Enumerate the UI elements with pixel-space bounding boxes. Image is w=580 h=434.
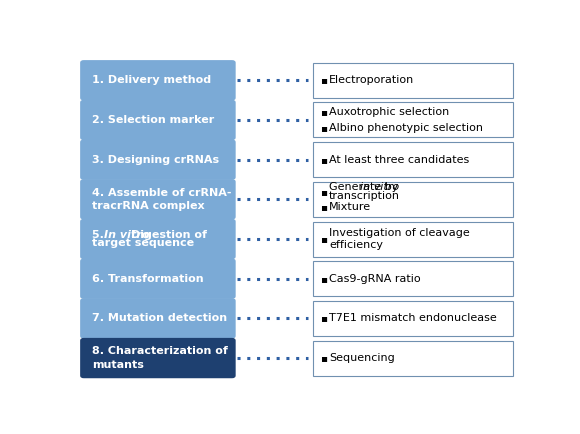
Text: ▪: ▪ <box>320 187 327 197</box>
Text: 5.: 5. <box>92 230 107 240</box>
FancyBboxPatch shape <box>313 102 513 138</box>
Text: ▪: ▪ <box>320 123 327 133</box>
Text: Sequencing: Sequencing <box>329 353 395 363</box>
FancyBboxPatch shape <box>313 63 513 98</box>
FancyBboxPatch shape <box>80 179 235 220</box>
Text: 6. Transformation: 6. Transformation <box>92 274 204 284</box>
Text: Mixture: Mixture <box>329 202 371 212</box>
Text: Investigation of cleavage
efficiency: Investigation of cleavage efficiency <box>329 228 470 250</box>
Text: 8. Characterization of
mutants: 8. Characterization of mutants <box>92 346 228 370</box>
Text: T7E1 mismatch endonuclease: T7E1 mismatch endonuclease <box>329 313 497 323</box>
Text: Electroporation: Electroporation <box>329 75 415 85</box>
FancyBboxPatch shape <box>80 100 235 140</box>
Text: 4. Assemble of crRNA-
tracrRNA complex: 4. Assemble of crRNA- tracrRNA complex <box>92 188 231 211</box>
Text: transcription: transcription <box>329 191 400 201</box>
Text: Cas9-gRNA ratio: Cas9-gRNA ratio <box>329 274 420 284</box>
Text: In vitro: In vitro <box>104 230 154 240</box>
FancyBboxPatch shape <box>80 338 235 378</box>
Text: in vitro: in vitro <box>360 182 400 192</box>
FancyBboxPatch shape <box>313 341 513 375</box>
Text: ▪: ▪ <box>320 313 327 323</box>
FancyBboxPatch shape <box>80 60 235 100</box>
Text: ▪: ▪ <box>320 107 327 117</box>
Text: ▪: ▪ <box>320 75 327 85</box>
Text: At least three candidates: At least three candidates <box>329 155 469 164</box>
Text: ▪: ▪ <box>320 155 327 164</box>
Text: 3. Designing crRNAs: 3. Designing crRNAs <box>92 155 219 164</box>
FancyBboxPatch shape <box>313 142 513 177</box>
Text: 1. Delivery method: 1. Delivery method <box>92 75 211 85</box>
FancyBboxPatch shape <box>80 219 235 259</box>
FancyBboxPatch shape <box>313 221 513 256</box>
FancyBboxPatch shape <box>313 261 513 296</box>
Text: Auxotrophic selection: Auxotrophic selection <box>329 107 450 117</box>
Text: Digestion of: Digestion of <box>130 230 206 240</box>
FancyBboxPatch shape <box>313 182 513 217</box>
FancyBboxPatch shape <box>80 139 235 180</box>
Text: 2. Selection marker: 2. Selection marker <box>92 115 214 125</box>
Text: 7. Mutation detection: 7. Mutation detection <box>92 313 227 323</box>
FancyBboxPatch shape <box>313 301 513 336</box>
FancyBboxPatch shape <box>80 259 235 299</box>
Text: Generate by: Generate by <box>329 182 402 192</box>
FancyBboxPatch shape <box>80 298 235 339</box>
Text: target sequence: target sequence <box>92 238 194 248</box>
Text: Albino phenotypic selection: Albino phenotypic selection <box>329 123 483 133</box>
Text: ▪: ▪ <box>320 274 327 284</box>
Text: ▪: ▪ <box>320 353 327 363</box>
Text: ▪: ▪ <box>320 234 327 244</box>
Text: ▪: ▪ <box>320 202 327 212</box>
